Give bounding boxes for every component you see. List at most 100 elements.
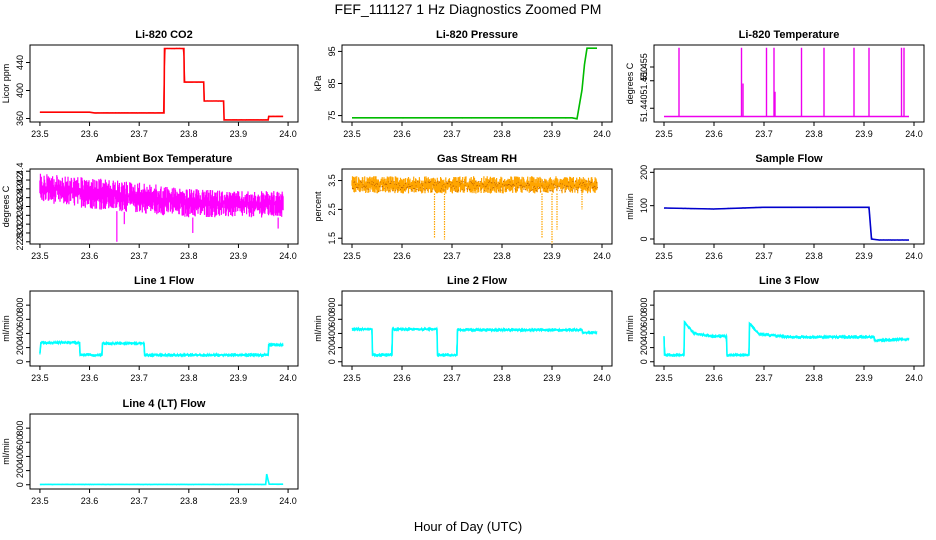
plot-frame [29,290,299,367]
plot-frame [29,44,299,123]
x-axis-label: Hour of Day (UTC) [414,519,522,534]
y-tick-label: 400 [15,326,25,341]
y-tick-label: 400 [15,83,25,98]
x-tick-label: 23.9 [230,496,248,506]
plot-frame [341,168,613,245]
series-noise [351,328,598,357]
x-tick-label: 23.6 [81,251,99,261]
chart-panel-8: Line 2 Flow ml/min 23.5 23.6 23.7 23.8 23.9 24.… [313,275,613,383]
x-tick-label: 23.7 [755,129,773,139]
x-tick-label: 24.0 [905,129,923,139]
series-band [351,326,598,358]
y-tick-label: 24.4 [15,162,25,180]
x-tick-label: 23.8 [493,129,511,139]
x-tick-label: 23.5 [655,373,673,383]
x-tick-label: 23.5 [31,129,49,139]
x-tick-label: 23.7 [130,251,148,261]
plot-frame [653,290,925,367]
series-band [351,326,598,358]
data-layer [39,339,284,358]
y-tick-label: 360 [15,111,25,126]
chart-panel-1: Li-820 CO2 Licor ppm 23.5 23.6 23.7 23.8 23.9 2… [1,29,299,139]
y-axis-label: kPa [313,76,323,92]
y-tick-label: 200 [327,340,337,355]
panel-title: Line 2 Flow [447,275,507,287]
y-tick-label: 200 [639,340,649,355]
x-tick-label: 23.9 [855,251,873,261]
y-tick-label: 400 [327,326,337,341]
series-line [352,328,597,356]
plot-frame [341,44,613,123]
y-tick-label: 22.8 [15,233,25,251]
y-axis-label: ml/min [625,315,635,342]
y-axis-label: ml/min [625,193,635,220]
series-noise [352,47,598,120]
y-tick-label: 24.2 [15,171,25,189]
y-tick-label: 0 [639,359,649,364]
x-tick-label: 23.8 [180,373,198,383]
y-tick-label: 600 [15,435,25,450]
x-tick-label: 24.0 [279,251,297,261]
series-band [351,326,598,358]
x-tick-label: 23.5 [343,251,361,261]
y-tick-label: 0 [639,236,649,241]
data-layer [39,47,284,121]
x-tick-label: 23.8 [493,373,511,383]
y-tick-label: 23.0 [15,224,25,242]
chart-panel-10: Line 4 (LT) Flow ml/min 23.5 23.6 23.7 23.8 23… [1,398,299,506]
chart-panel-9: Line 3 Flow ml/min 23.5 23.6 23.7 23.8 23.9 24.… [625,275,925,383]
y-tick-label: 440 [15,55,25,70]
x-tick-label: 24.0 [905,373,923,383]
plot-frame [653,168,925,245]
data-layer [39,173,284,242]
y-tick-label: 600 [327,312,337,327]
x-tick-label: 23.7 [443,251,461,261]
x-tick-label: 23.6 [81,129,99,139]
x-tick-label: 23.8 [180,129,198,139]
panel-title: Line 3 Flow [759,275,819,287]
y-tick-label: 400 [639,326,649,341]
x-tick-label: 23.9 [543,251,561,261]
panel-title: Line 4 (LT) Flow [123,398,206,410]
x-tick-label: 23.7 [443,129,461,139]
x-tick-label: 23.6 [81,373,99,383]
series-noise [39,474,284,486]
y-tick-label: 400 [15,449,25,464]
x-tick-label: 23.8 [805,373,823,383]
series-core [352,180,598,192]
y-tick-label: 23.6 [15,198,25,216]
y-tick-label: 800 [15,298,25,313]
x-tick-label: 23.5 [31,496,49,506]
x-tick-label: 23.9 [855,129,873,139]
chart-panel-3: Li-820 Temperature degrees C 23.5 23.6 23.7 2… [625,29,925,139]
x-tick-label: 23.6 [705,129,723,139]
x-tick-label: 23.5 [655,129,673,139]
y-tick-label: 100 [639,198,649,213]
x-tick-label: 23.5 [343,373,361,383]
x-tick-label: 23.8 [180,251,198,261]
x-tick-label: 24.0 [279,373,297,383]
x-tick-label: 23.7 [755,251,773,261]
y-tick-label: 200 [15,463,25,478]
series-band [39,340,284,358]
x-tick-label: 23.6 [81,496,99,506]
series-band [39,173,284,218]
x-tick-label: 23.6 [393,129,411,139]
y-tick-label: 800 [639,298,649,313]
data-layer [663,319,910,358]
x-tick-label: 23.9 [543,373,561,383]
x-tick-label: 24.0 [593,251,611,261]
page-title: FEF_111127 1 Hz Diagnostics Zoomed PM [335,1,602,17]
y-tick-label: 23.2 [15,215,25,233]
data-layer [351,176,598,244]
x-tick-label: 23.5 [343,129,361,139]
x-tick-label: 23.9 [230,129,248,139]
y-tick-label: 200 [15,340,25,355]
chart-panel-7: Line 1 Flow ml/min 23.5 23.6 23.7 23.8 23.9 24.… [1,275,299,383]
series-line [352,47,597,120]
y-tick-label: 800 [327,298,337,313]
x-tick-label: 23.7 [755,373,773,383]
panel-title: Li-820 CO2 [135,29,192,41]
y-tick-label: 23.4 [15,207,25,225]
